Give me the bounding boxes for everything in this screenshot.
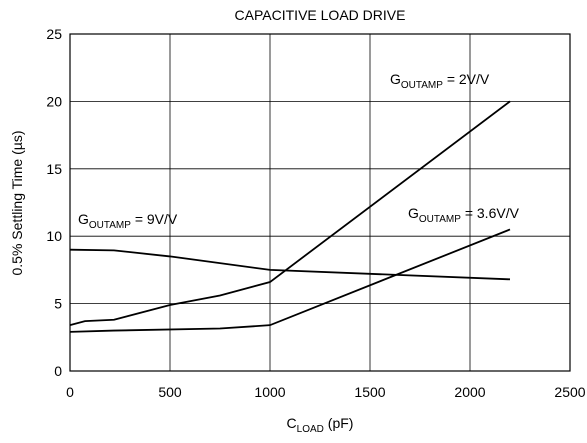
x-axis-label: CLOAD (pF) bbox=[287, 415, 354, 435]
x-tick-label: 0 bbox=[66, 384, 74, 400]
x-axis-label-main: C bbox=[287, 415, 297, 431]
x-axis-label-rest: (pF) bbox=[324, 415, 354, 431]
annotation-rest: = 3.6V/V bbox=[461, 205, 520, 221]
annotation-sub: OUTAMP bbox=[401, 80, 443, 91]
annotation-main: G bbox=[78, 211, 89, 227]
x-tick-label: 2500 bbox=[554, 384, 585, 400]
x-tick-label: 1000 bbox=[254, 384, 285, 400]
series-line bbox=[69, 248, 511, 281]
annotation-rest: = 9V/V bbox=[131, 211, 178, 227]
y-axis-label: 0.5% Settling Time (µs) bbox=[9, 130, 25, 275]
annotation-sub: OUTAMP bbox=[419, 214, 461, 225]
x-tick-label: 2000 bbox=[454, 384, 485, 400]
y-tick-label: 10 bbox=[46, 228, 62, 244]
annotation: GOUTAMP = 9V/V bbox=[78, 211, 178, 231]
y-tick-label: 15 bbox=[46, 161, 62, 177]
annotation-main: G bbox=[408, 205, 419, 221]
plot-frame bbox=[69, 33, 571, 372]
annotation-sub: OUTAMP bbox=[89, 220, 131, 231]
y-tick-label: 25 bbox=[46, 26, 62, 42]
chart-title: CAPACITIVE LOAD DRIVE bbox=[235, 7, 406, 23]
x-axis-label-sub: LOAD bbox=[297, 424, 324, 435]
x-tick-label: 1500 bbox=[354, 384, 385, 400]
annotation: GOUTAMP = 3.6V/V bbox=[408, 205, 520, 225]
annotation-rest: = 2V/V bbox=[443, 71, 490, 87]
y-tick-label: 20 bbox=[46, 93, 62, 109]
y-tick-label: 0 bbox=[54, 363, 62, 379]
annotation-main: G bbox=[390, 71, 401, 87]
series-line bbox=[69, 100, 511, 327]
y-tick-label: 5 bbox=[54, 296, 62, 312]
annotation: GOUTAMP = 2V/V bbox=[390, 71, 490, 91]
series-line bbox=[69, 228, 511, 333]
x-tick-label: 500 bbox=[158, 384, 182, 400]
